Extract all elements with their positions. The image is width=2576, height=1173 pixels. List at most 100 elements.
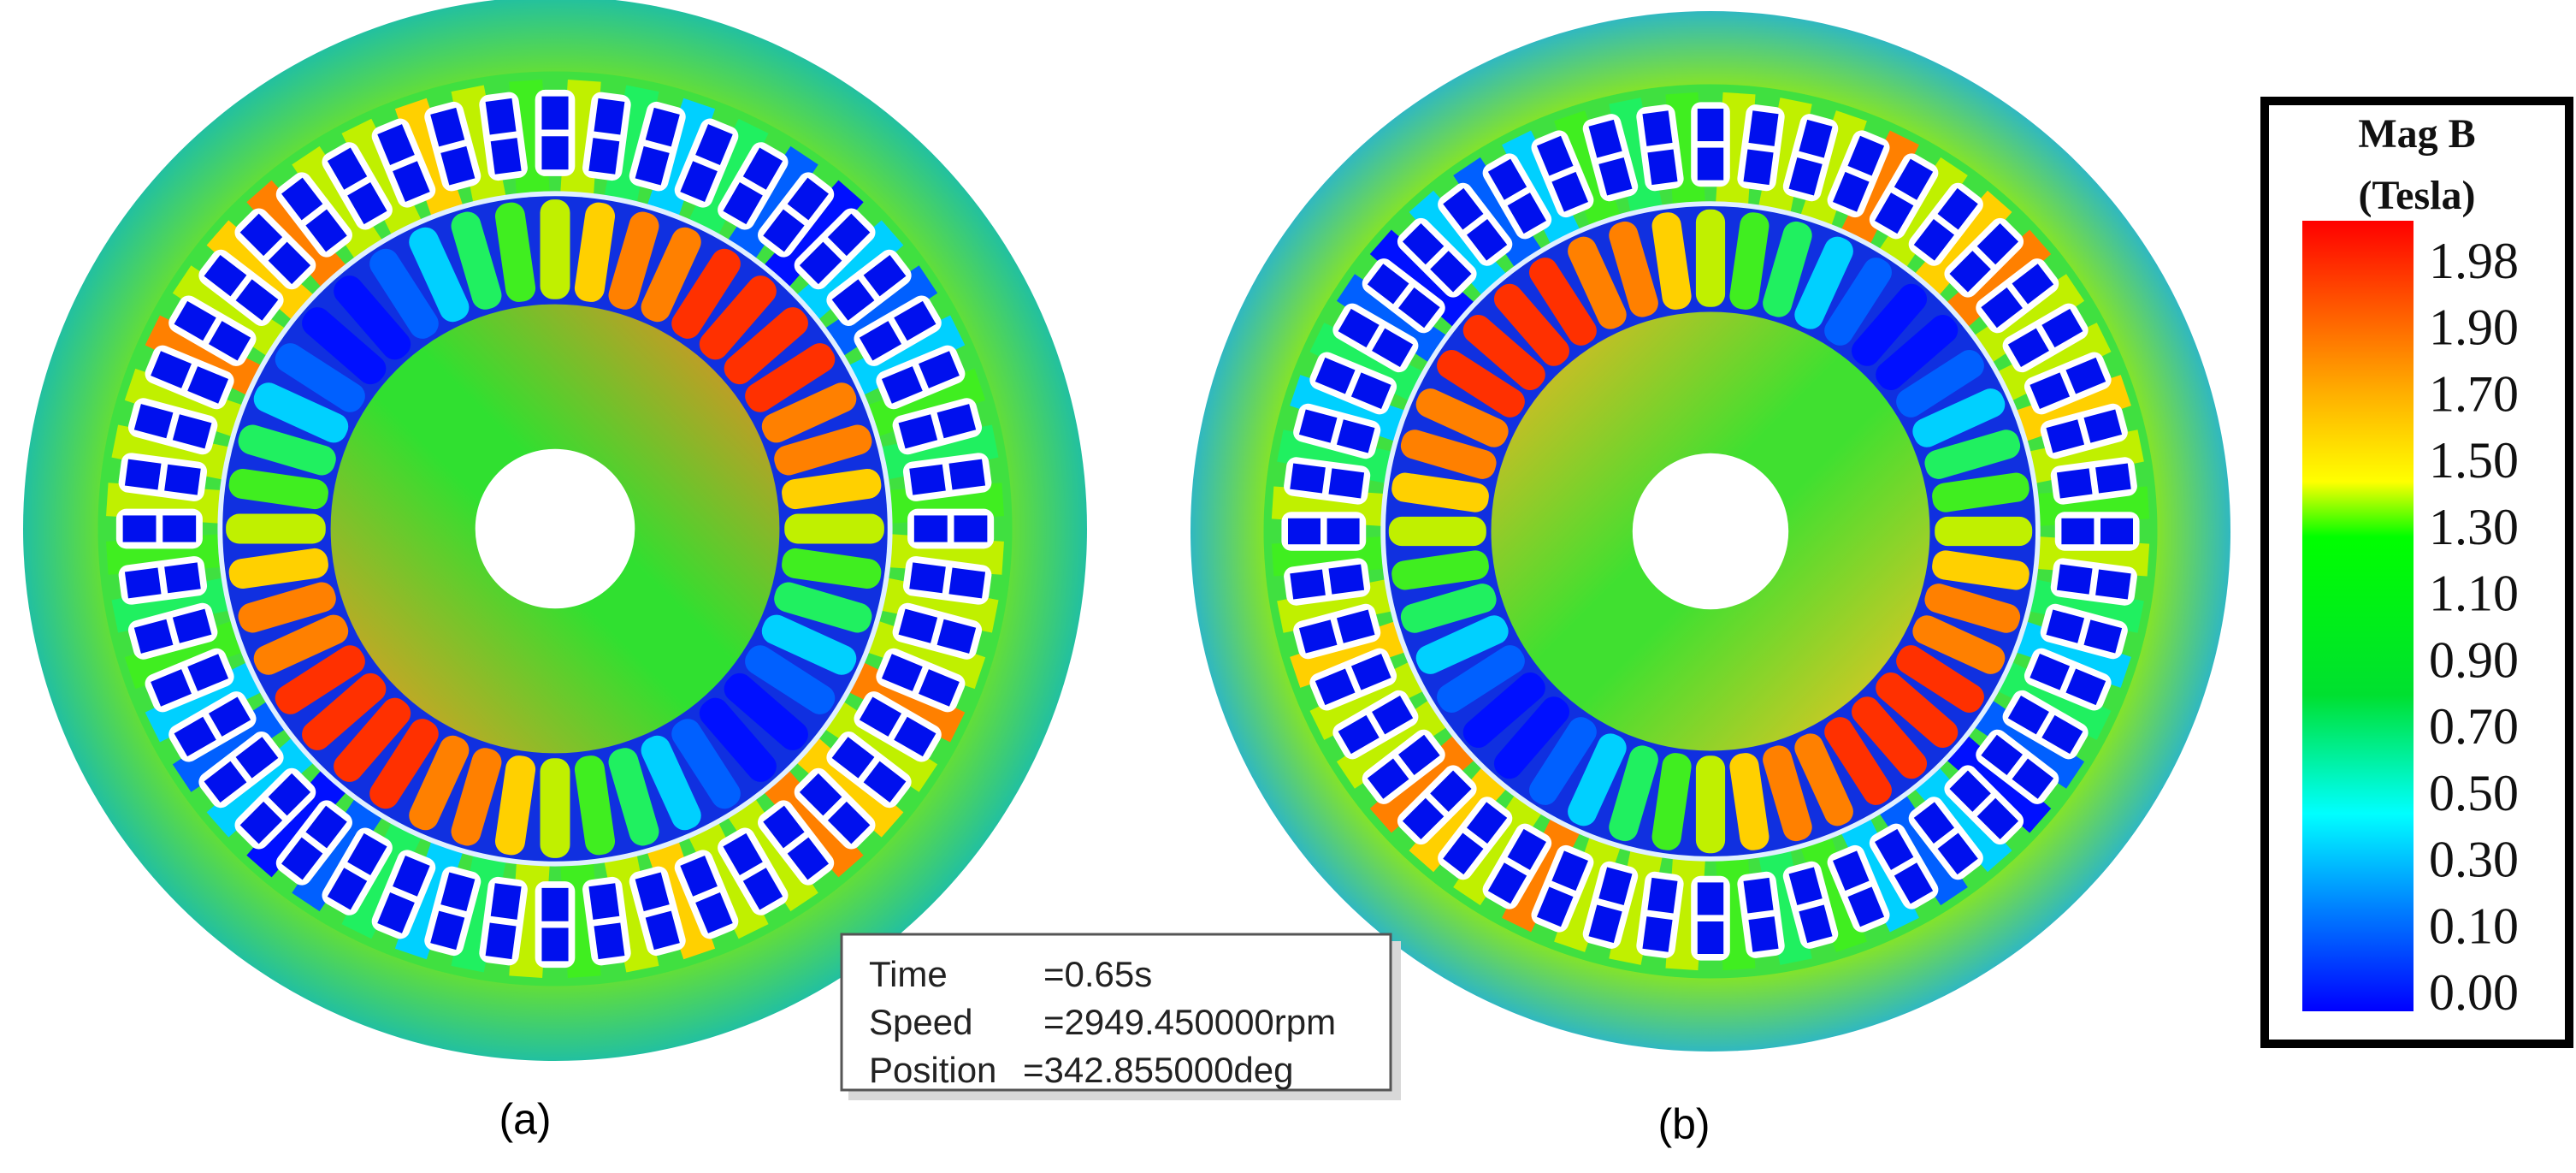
info-frame	[840, 933, 1392, 1092]
stator-tooth	[145, 661, 264, 743]
slot-winding	[1647, 877, 1678, 914]
slot-winding	[133, 619, 174, 654]
slot-winding	[1372, 696, 1414, 735]
rotor-bar	[226, 513, 326, 544]
slot-winding	[1875, 193, 1914, 234]
stator-tooth	[246, 180, 349, 290]
rotor-bar	[1462, 672, 1545, 749]
slot-winding	[2095, 463, 2131, 494]
slot-winding	[898, 414, 938, 449]
slot-winding	[347, 832, 387, 876]
stator-tooth	[1971, 698, 2085, 789]
rotor-bar	[409, 735, 470, 831]
rotor-bar	[302, 672, 387, 750]
stator-tooth	[1453, 157, 1544, 270]
slot-winding	[894, 300, 936, 341]
slot-winding	[2041, 714, 2083, 755]
stator-tooth	[1369, 229, 1477, 329]
slot-winding	[174, 716, 216, 757]
slot-winding	[377, 892, 415, 933]
slot-winding	[490, 138, 522, 175]
rotor-bar	[1729, 212, 1770, 310]
rotor-bar	[1763, 221, 1812, 317]
slot-winding	[695, 124, 733, 165]
stator-tooth	[725, 145, 818, 262]
slot-winding	[1336, 419, 1375, 453]
slot-winding	[723, 181, 763, 225]
stator-tooth	[1336, 274, 1450, 364]
slot-winding	[1350, 654, 1391, 690]
slot-winding	[327, 147, 368, 190]
stator-tooth	[822, 265, 938, 358]
slot-winding	[281, 177, 323, 221]
slot-winding	[1875, 828, 1914, 870]
rotor-bar	[1695, 209, 1726, 307]
rotor-bar	[238, 424, 336, 476]
stator-tooth	[687, 118, 769, 238]
slot-winding	[1697, 147, 1724, 181]
slot-winding	[1913, 219, 1955, 261]
slot-winding	[2100, 518, 2133, 545]
stator-tooth	[1309, 661, 1427, 740]
slot-winding	[305, 209, 347, 252]
slot-winding	[863, 761, 907, 803]
slot-winding	[235, 279, 279, 321]
stator-tooth	[761, 180, 864, 290]
slot-winding	[440, 145, 476, 186]
slot-winding	[1949, 251, 1991, 293]
shaft	[475, 448, 635, 609]
slot-winding	[1976, 797, 2019, 840]
rotor-bar	[1932, 472, 2029, 512]
stator-tooth	[341, 118, 423, 238]
slot-winding	[1697, 921, 1724, 954]
slot-winding	[172, 608, 212, 643]
slot-winding	[2012, 264, 2054, 305]
slot-winding	[151, 351, 192, 388]
slot-winding	[541, 136, 569, 170]
slot-winding	[1788, 157, 1823, 196]
rotor-bar	[1651, 753, 1692, 850]
slot-winding	[1466, 802, 1508, 844]
slot-winding	[1697, 882, 1724, 915]
slot-winding	[1338, 714, 1380, 755]
stator-tooth	[1912, 765, 2012, 873]
colorbar-label: 0.00	[2429, 964, 2519, 1021]
stator-tooth	[292, 145, 385, 262]
slot-winding	[1894, 158, 1934, 200]
slot-winding	[645, 910, 680, 951]
slot-winding	[2046, 609, 2085, 643]
rotor-bar	[641, 735, 701, 831]
slot-winding	[894, 716, 936, 757]
rotor-bar	[761, 382, 857, 443]
slot-winding	[1336, 609, 1375, 643]
rotor-bar	[782, 468, 882, 510]
slot-winding	[1338, 308, 1380, 348]
slot-winding	[1290, 463, 1326, 494]
slot-winding	[187, 654, 229, 691]
slot-winding	[393, 855, 430, 897]
caption: (b)	[1657, 1100, 1710, 1148]
slot-winding	[1847, 886, 1885, 927]
slot-winding	[430, 107, 465, 147]
slot-winding	[1398, 287, 1440, 329]
rotor-bar	[253, 382, 349, 443]
slot-winding	[763, 209, 805, 252]
slot-winding	[2065, 668, 2106, 706]
slot-winding	[1290, 569, 1326, 600]
slot-winding	[1402, 797, 1445, 840]
slot-winding	[635, 145, 670, 186]
rotor-bar	[699, 275, 777, 360]
slot-winding	[919, 669, 960, 707]
colorbar-label: 0.50	[2429, 765, 2519, 821]
slot-winding	[742, 147, 783, 190]
slot-winding	[881, 654, 923, 691]
slot-winding	[1743, 877, 1774, 914]
rotor-bar	[1529, 717, 1597, 805]
info-value: =2949.450000rpm	[1043, 1002, 1336, 1042]
rotor-bar	[1493, 283, 1569, 366]
rotor-bar	[1391, 472, 1489, 512]
slot-winding	[1847, 135, 1885, 176]
slot-winding	[936, 404, 977, 439]
rotor-bar	[228, 548, 328, 589]
slot-winding	[1328, 468, 1365, 499]
